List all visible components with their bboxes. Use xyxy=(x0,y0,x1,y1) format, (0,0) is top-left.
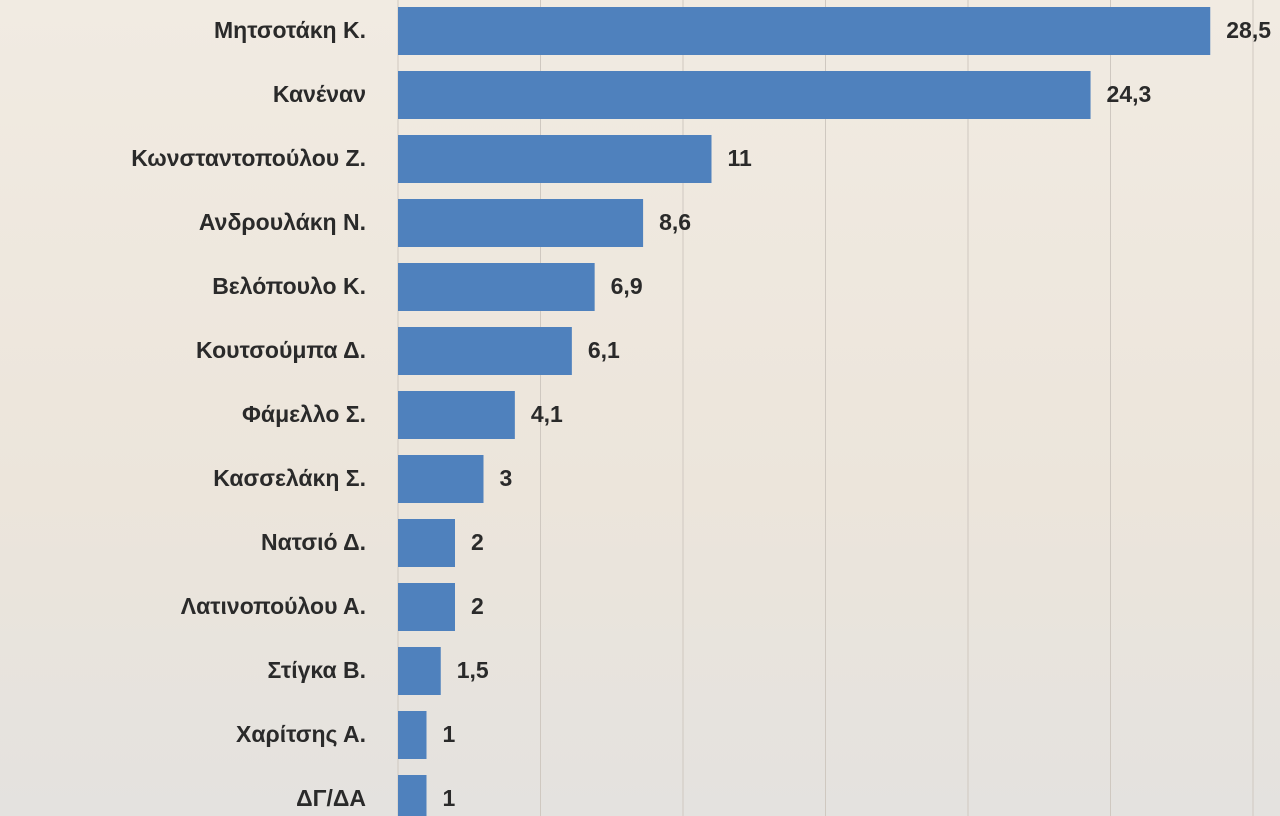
bar xyxy=(398,775,427,816)
value-label: 6,9 xyxy=(611,273,643,299)
bar xyxy=(398,455,484,503)
bar xyxy=(398,7,1211,55)
value-label: 2 xyxy=(471,529,484,555)
value-label: 1,5 xyxy=(457,657,489,683)
bar xyxy=(398,199,644,247)
bar xyxy=(398,583,455,631)
category-label: ΔΓ/ΔΑ xyxy=(296,785,366,811)
bar xyxy=(398,327,572,375)
value-label: 3 xyxy=(500,465,513,491)
category-label: Ανδρουλάκη Ν. xyxy=(199,209,366,235)
category-label: Βελόπουλο Κ. xyxy=(212,273,366,299)
bar xyxy=(398,263,595,311)
value-label: 1 xyxy=(443,785,456,811)
bar xyxy=(398,711,427,759)
bar xyxy=(398,647,441,695)
category-label: Κασσελάκη Σ. xyxy=(213,465,366,491)
category-label: Κανέναν xyxy=(273,81,366,107)
value-label: 8,6 xyxy=(659,209,691,235)
value-label: 1 xyxy=(443,721,456,747)
value-label: 6,1 xyxy=(588,337,620,363)
value-label: 2 xyxy=(471,593,484,619)
category-label: Κωνσταντοπούλου Ζ. xyxy=(131,145,366,171)
category-label: Μητσοτάκη Κ. xyxy=(214,17,366,43)
bar xyxy=(398,391,515,439)
category-label: Χαρίτσης Α. xyxy=(236,721,366,747)
value-label: 24,3 xyxy=(1107,81,1152,107)
value-label: 28,5 xyxy=(1226,17,1271,43)
category-label: Φάμελλο Σ. xyxy=(242,401,366,427)
value-label: 11 xyxy=(728,145,753,171)
category-label: Λατινοπούλου Α. xyxy=(181,593,366,619)
category-label: Νατσιό Δ. xyxy=(261,529,366,555)
bar xyxy=(398,519,455,567)
category-label: Κουτσούμπα Δ. xyxy=(196,337,366,363)
bar xyxy=(398,71,1091,119)
bar xyxy=(398,135,712,183)
value-label: 4,1 xyxy=(531,401,563,427)
category-label: Στίγκα Β. xyxy=(268,657,366,683)
